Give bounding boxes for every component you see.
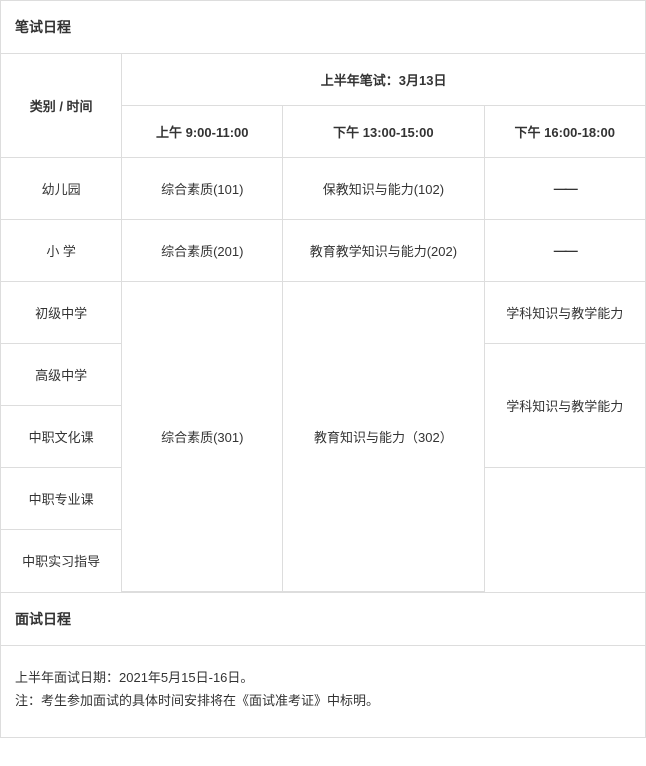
senior-voc-culture-pm2: 学科知识与教学能力 [484,344,645,468]
written-section-title: 笔试日程 [1,1,645,54]
interview-section-title: 面试日程 [1,592,645,646]
junior-pm2: 学科知识与教学能力 [484,282,645,344]
interview-block: 上半年面试日期：2021年5月15日-16日。 注：考生参加面试的具体时间安排将… [1,646,645,737]
kindergarten-pm1: 保教知识与能力(102) [283,158,484,220]
interview-date-line: 上半年面试日期：2021年5月15日-16日。 [15,666,631,689]
cat-junior-high: 初级中学 [1,282,122,344]
primary-am: 综合素质(201) [122,220,283,282]
cat-primary: 小 学 [1,220,122,282]
time-pm2: 下午 16:00-18:00 [484,106,645,158]
cat-vocational-culture: 中职文化课 [1,406,122,468]
merged-am-301: 综合素质(301) [122,282,283,592]
row-primary: 小 学 综合素质(201) 教育教学知识与能力(202) —— [1,220,645,282]
cat-vocational-intern: 中职实习指导 [1,530,122,592]
cat-senior-high: 高级中学 [1,344,122,406]
time-pm1: 下午 13:00-15:00 [283,106,484,158]
interview-note-line: 注：考生参加面试的具体时间安排将在《面试准考证》中标明。 [15,689,631,712]
vocational-pm2-empty [484,468,645,592]
primary-pm2-dash: —— [554,243,576,258]
written-schedule-table: 类别 / 时间 上半年笔试：3月13日 上午 9:00-11:00 下午 13:… [1,54,645,592]
exam-title-cell: 上半年笔试：3月13日 [122,54,645,106]
time-am: 上午 9:00-11:00 [122,106,283,158]
cat-vocational-major: 中职专业课 [1,468,122,530]
exam-title-row: 类别 / 时间 上半年笔试：3月13日 [1,54,645,106]
category-time-header: 类别 / 时间 [1,54,122,158]
row-kindergarten: 幼儿园 综合素质(101) 保教知识与能力(102) —— [1,158,645,220]
kindergarten-am: 综合素质(101) [122,158,283,220]
row-junior-high: 初级中学 综合素质(301) 教育知识与能力（302） 学科知识与教学能力 [1,282,645,344]
cat-kindergarten: 幼儿园 [1,158,122,220]
schedule-container: 笔试日程 类别 / 时间 上半年笔试：3月13日 上午 9:00-11:00 下… [0,0,646,738]
primary-pm1: 教育教学知识与能力(202) [283,220,484,282]
kindergarten-pm2-dash: —— [554,181,576,196]
merged-pm1-302: 教育知识与能力（302） [283,282,484,592]
